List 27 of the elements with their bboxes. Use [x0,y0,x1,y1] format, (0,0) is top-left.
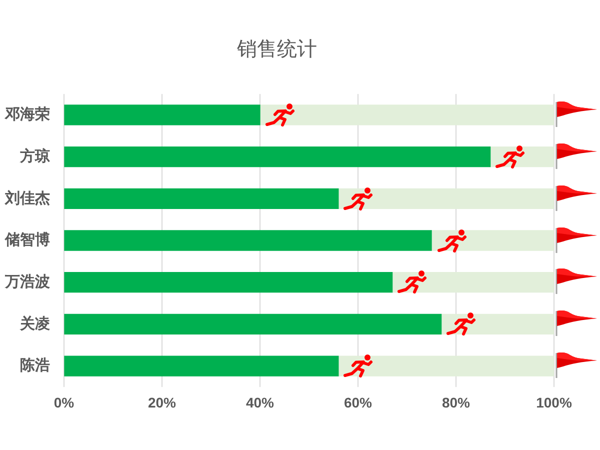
bar [338,188,554,209]
x-tick-label: 40% [246,394,275,410]
x-tick-label: 100% [536,394,572,410]
bar [64,356,339,376]
bar [431,230,554,251]
y-tick-label: 邓海荣 [4,106,50,124]
y-tick-label: 万浩波 [4,274,50,290]
y-tick-label: 方琼 [19,146,50,165]
y-tick-label: 关凌 [19,315,50,332]
y-tick-label: 陈浩 [20,357,50,374]
x-tick-label: 60% [344,394,373,410]
x-tick-label: 0% [54,394,75,410]
bar [64,314,442,335]
bar [338,356,554,376]
bar [440,314,554,335]
y-tick-label: 储智博 [4,232,50,249]
bar [64,104,260,126]
y-tick-label: 刘佳杰 [4,188,50,207]
bar [392,272,554,293]
x-tick-label: 20% [148,394,177,410]
bar [64,230,432,251]
bar [64,272,393,293]
chart-title: 销售统计 [236,38,317,61]
bar [64,188,339,209]
bar [260,104,554,126]
x-tick-label: 80% [442,394,471,410]
bar [64,146,491,168]
